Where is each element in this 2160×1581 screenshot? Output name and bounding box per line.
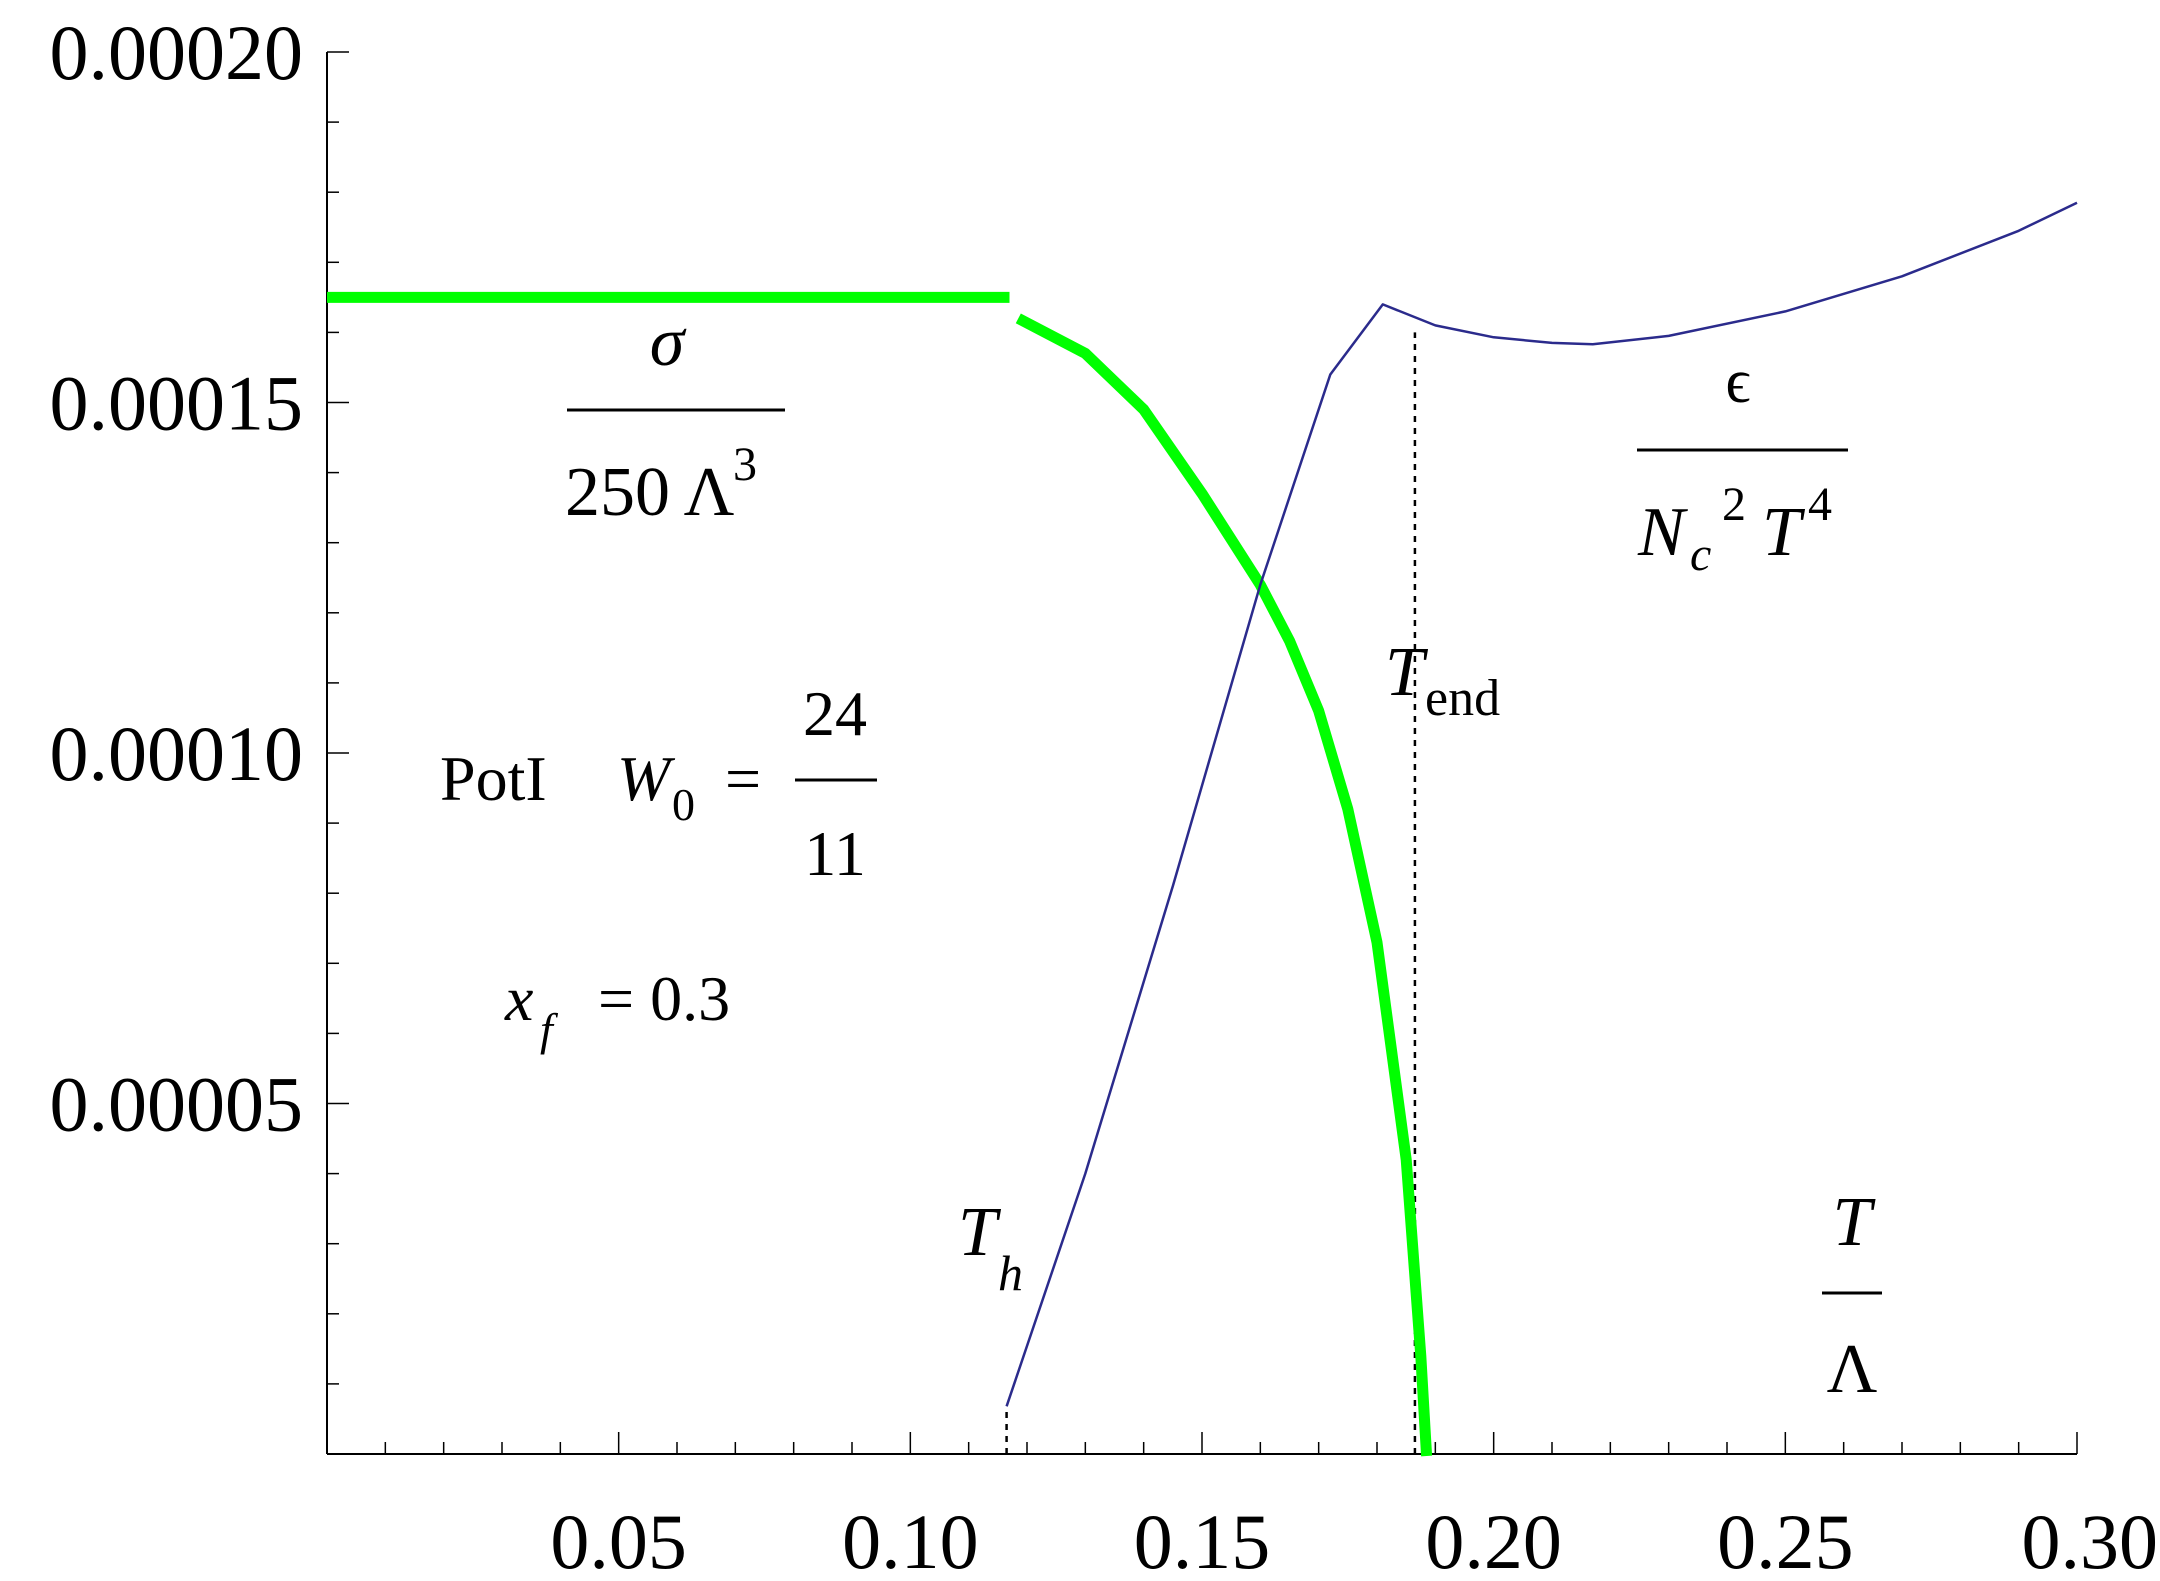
sigma-numerator: σ	[650, 304, 687, 381]
w0-denominator: 11	[804, 818, 866, 889]
ticks	[327, 51, 2078, 1454]
series-group	[327, 201, 2078, 1457]
w0-numerator: 24	[803, 678, 867, 749]
xf-x: x	[504, 963, 533, 1034]
epsilon-label: ϵ N c 2 T 4	[1637, 348, 1848, 581]
th-label: T h	[958, 1194, 1023, 1301]
xf-label: x f = 0.3	[504, 963, 730, 1055]
y-tick-label: 0.00010	[50, 710, 304, 797]
xf-equals-value: = 0.3	[598, 963, 730, 1034]
epsilon-den-N: N	[1637, 494, 1688, 571]
th-T: T	[958, 1194, 1002, 1271]
epsilon-numerator: ϵ	[1725, 348, 1750, 416]
epsilon-den-c: c	[1690, 528, 1711, 581]
tend-sub: end	[1425, 670, 1500, 727]
sigma-denominator: 250 Λ	[565, 454, 735, 531]
axes	[326, 52, 2077, 1455]
x-axis-label-num: T	[1833, 1184, 1877, 1261]
x-tick-label: 0.30	[2022, 1498, 2159, 1581]
epsilon-curve	[1005, 201, 2078, 1407]
markers	[1005, 332, 1417, 1454]
potential-label: PotI W 0 = 24 11	[440, 678, 877, 889]
x-tick-label: 0.05	[550, 1498, 687, 1581]
y-tick-label: 0.00005	[50, 1061, 304, 1148]
epsilon-den-4: 4	[1808, 478, 1832, 531]
tick-labels: 0.05 0.10 0.15 0.20 0.25 0.30 0.00005 0.00010 0.…	[50, 9, 2159, 1581]
xf-sub: f	[540, 1004, 559, 1055]
x-tick-label: 0.25	[1717, 1498, 1854, 1581]
sigma-denominator-exponent: 3	[733, 438, 757, 491]
y-tick-label: 0.00020	[50, 9, 304, 96]
x-tick-label: 0.10	[842, 1498, 979, 1581]
w0-W: W	[617, 743, 676, 814]
epsilon-den-T: T	[1762, 494, 1806, 571]
x-axis-label-den: Λ	[1827, 1331, 1878, 1408]
th-sub: h	[998, 1245, 1023, 1301]
w0-sub: 0	[672, 779, 695, 830]
x-tick-label: 0.15	[1134, 1498, 1271, 1581]
potl-text: PotI	[440, 743, 547, 814]
y-tick-label: 0.00015	[50, 360, 304, 447]
tend-T: T	[1385, 634, 1429, 711]
sigma-curve	[1015, 313, 1433, 1457]
tend-label: T end	[1385, 634, 1500, 727]
epsilon-den-sq: 2	[1722, 478, 1746, 531]
sigma-label: σ 250 Λ 3	[565, 304, 785, 531]
w0-equals: =	[725, 743, 761, 814]
x-tick-label: 0.20	[1425, 1498, 1562, 1581]
x-axis-label: T Λ	[1822, 1184, 1882, 1408]
